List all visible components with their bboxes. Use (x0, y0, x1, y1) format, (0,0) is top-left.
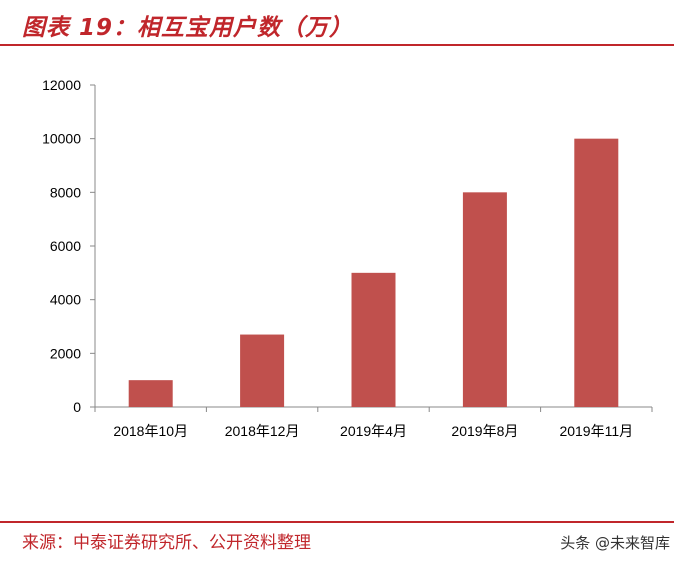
bar (351, 272, 396, 407)
y-tick-label: 0 (73, 399, 81, 415)
x-tick-label: 2018年12月 (225, 423, 300, 439)
figure-title: 图表 19：相互宝用户数（万） (22, 15, 354, 41)
x-tick-label: 2018年10月 (113, 423, 188, 439)
y-axis: 0 2000 4000 6000 8000 10000 12000 (42, 77, 96, 415)
bar (240, 334, 285, 407)
y-tick-label: 8000 (50, 184, 81, 200)
watermark: 头条 @未来智库 (560, 534, 670, 552)
bar (462, 192, 507, 407)
x-axis: 2018年10月 2018年12月 2019年4月 2019年8月 2019年11月 (94, 406, 653, 439)
x-tick-label: 2019年8月 (451, 423, 518, 439)
y-tick-label: 4000 (50, 292, 81, 308)
bar (128, 380, 173, 407)
x-tick-label: 2019年4月 (340, 423, 407, 439)
x-tick-label: 2019年11月 (559, 423, 633, 439)
y-tick-label: 12000 (42, 77, 81, 93)
y-tick-label: 10000 (42, 131, 81, 147)
title-divider (0, 44, 674, 46)
y-tick-label: 2000 (50, 345, 81, 361)
y-tick-label: 6000 (50, 238, 81, 254)
footer-divider (0, 521, 674, 523)
bar (574, 138, 619, 407)
source-note: 来源：中泰证券研究所、公开资料整理 (22, 533, 311, 553)
bars (128, 138, 619, 407)
